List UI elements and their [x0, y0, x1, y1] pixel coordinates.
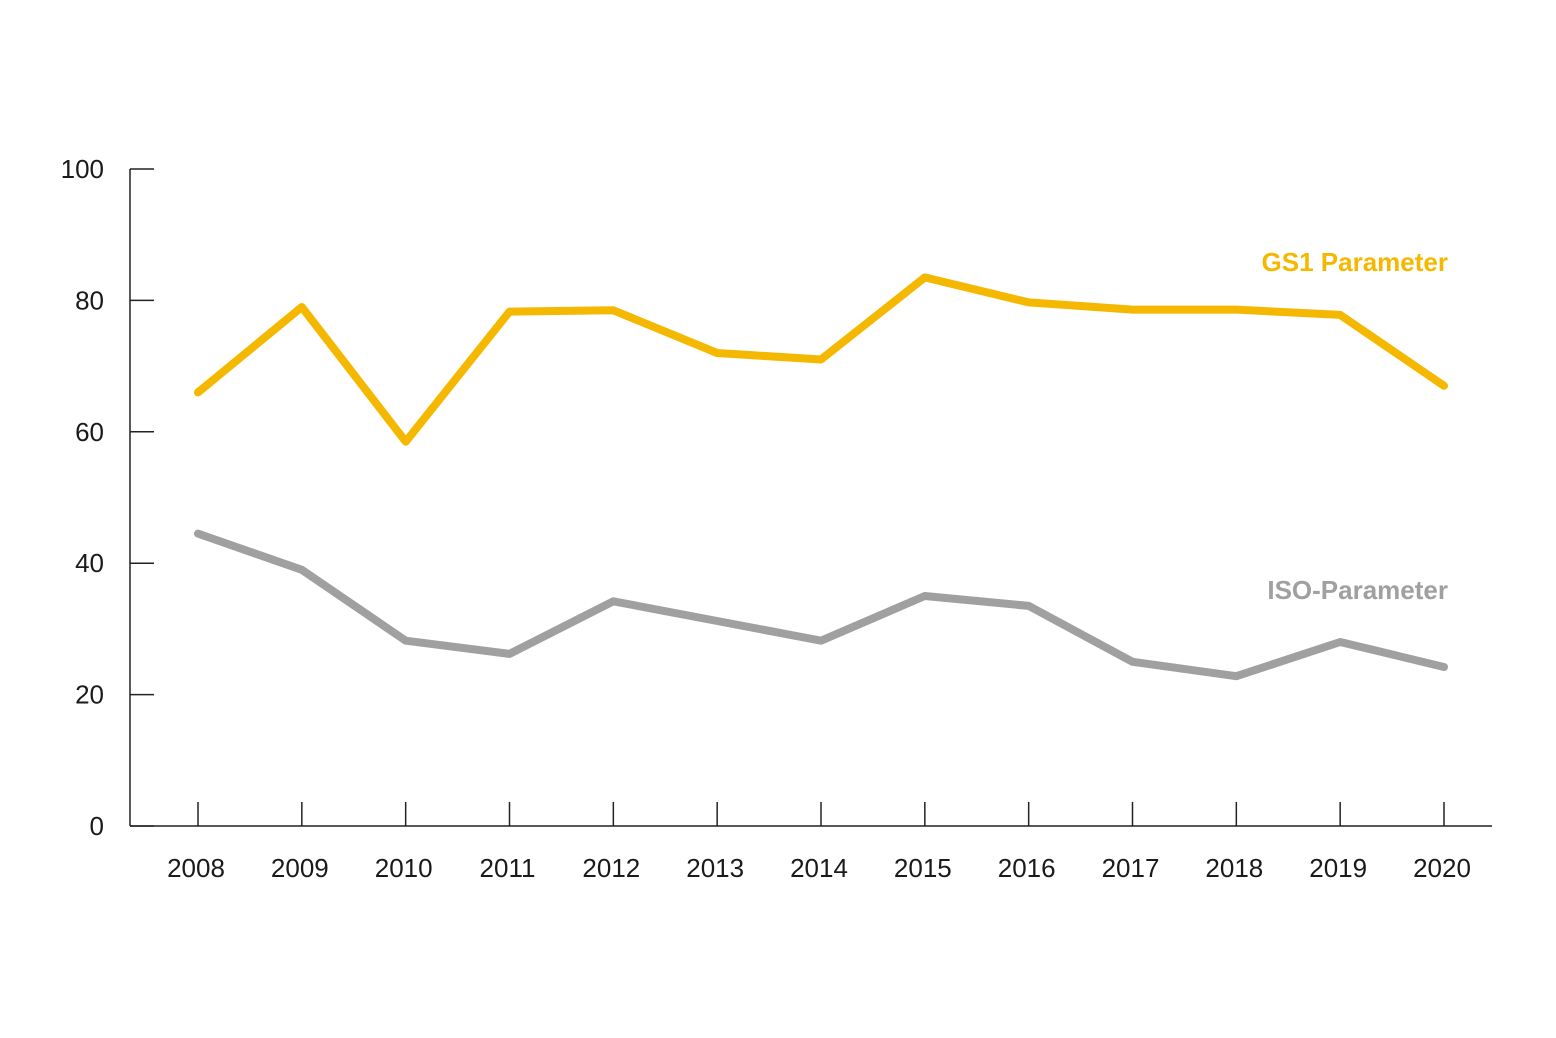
- y-tick-label: 0: [90, 811, 104, 841]
- x-axis-ticks: 2008 2009 2010 2011 2012 2013 2014 2015 2016 2017…: [167, 802, 1471, 883]
- x-tick-label: 2020: [1413, 853, 1471, 883]
- y-tick-label: 80: [75, 285, 104, 315]
- x-tick-label: 2016: [998, 853, 1056, 883]
- x-tick-label: 2009: [271, 853, 329, 883]
- x-tick-label: 2011: [480, 853, 536, 883]
- x-tick-label: 2008: [167, 853, 225, 883]
- series-label-gs1: GS1 Parameter: [1262, 247, 1448, 277]
- x-tick-label: 2015: [894, 853, 952, 883]
- x-tick-label: 2018: [1205, 853, 1263, 883]
- y-tick-label: 60: [75, 417, 104, 447]
- x-tick-label: 2010: [375, 853, 433, 883]
- x-tick-label: 2013: [686, 853, 744, 883]
- y-axis-ticks: 0 20 40 60 80 100: [61, 154, 154, 841]
- y-tick-label: 100: [61, 154, 104, 184]
- series-line-gs1: [194, 273, 1448, 446]
- series-label-iso: ISO-Parameter: [1267, 575, 1448, 605]
- x-tick-label: 2017: [1102, 853, 1160, 883]
- y-tick-label: 20: [75, 680, 104, 710]
- series-line-iso: [194, 529, 1448, 681]
- chart-axes: [129, 169, 1492, 827]
- x-tick-label: 2019: [1309, 853, 1367, 883]
- series-labels: GS1 Parameter ISO-Parameter: [1262, 247, 1448, 605]
- x-tick-label: 2014: [790, 853, 848, 883]
- series-group: [194, 273, 1448, 681]
- x-tick-label: 2012: [582, 853, 640, 883]
- y-tick-label: 40: [75, 548, 104, 578]
